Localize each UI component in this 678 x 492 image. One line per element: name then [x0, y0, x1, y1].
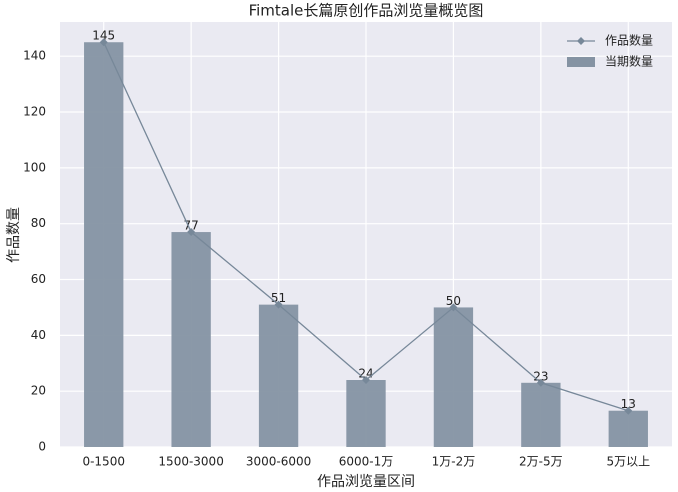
- y-tick-label: 60: [31, 272, 46, 286]
- y-axis-label: 作品数量: [6, 207, 22, 263]
- x-tick-label: 0-1500: [82, 455, 125, 469]
- bar: [84, 42, 124, 447]
- data-label: 50: [446, 294, 461, 308]
- line-marker: [449, 303, 458, 312]
- line-marker: [536, 378, 545, 387]
- x-tick-label: 6000-1万: [339, 455, 394, 469]
- line-marker: [624, 406, 633, 415]
- legend-swatch-marker: [577, 37, 585, 45]
- x-tick-label: 1万-2万: [432, 455, 476, 469]
- x-tick-label: 2万-5万: [519, 455, 563, 469]
- y-tick-label: 80: [31, 216, 46, 230]
- data-label: 145: [92, 29, 115, 43]
- x-tick-label: 5万以上: [606, 455, 650, 469]
- legend-label: 作品数量: [605, 33, 653, 48]
- x-tick-label: 1500-3000: [158, 455, 223, 469]
- data-label: 13: [621, 397, 636, 411]
- y-tick-label: 0: [38, 440, 46, 454]
- x-axis-label: 作品浏览量区间: [317, 474, 415, 490]
- y-tick-label: 100: [23, 160, 46, 174]
- x-tick-label: 3000-6000: [246, 455, 311, 469]
- y-tick-label: 40: [31, 328, 46, 342]
- line-marker: [187, 228, 196, 237]
- line-marker: [362, 376, 370, 385]
- bar: [171, 232, 211, 447]
- line-marker: [274, 300, 283, 309]
- legend-label: 当期数量: [605, 54, 653, 69]
- line-marker: [99, 38, 108, 47]
- y-tick-label: 120: [23, 105, 46, 119]
- legend-swatch: [567, 57, 595, 67]
- bar: [433, 307, 474, 447]
- bar: [346, 380, 386, 447]
- bar: [258, 304, 299, 447]
- data-label: 77: [184, 219, 199, 233]
- bar: [608, 410, 648, 447]
- chart-title: Fimtale长篇原创作品浏览量概览图: [249, 2, 484, 20]
- y-tick-label: 140: [23, 49, 46, 63]
- bar: [521, 382, 561, 447]
- y-tick-label: 20: [31, 384, 46, 398]
